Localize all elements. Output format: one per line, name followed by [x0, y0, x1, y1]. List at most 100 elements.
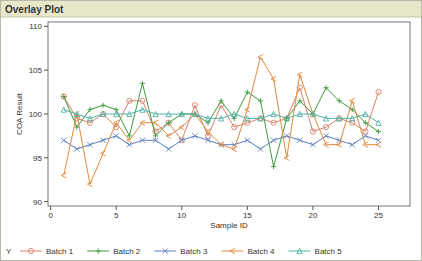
plot-frame — [48, 22, 410, 206]
data-point — [350, 116, 355, 121]
legend-marker — [28, 248, 33, 253]
data-point — [297, 72, 302, 77]
x-tick — [247, 206, 248, 210]
legend-marker — [297, 248, 302, 253]
x-tick-label: 15 — [243, 211, 252, 220]
legend-marker — [163, 248, 168, 253]
data-point — [61, 94, 66, 99]
data-point — [114, 120, 119, 125]
data-point — [61, 94, 66, 99]
data-point — [205, 116, 210, 121]
x-tick-label: 20 — [308, 211, 317, 220]
panel — [1, 1, 422, 261]
series-line — [64, 83, 379, 166]
series-line — [64, 57, 379, 184]
chart: Overlay Plot90951001051100510152025Sampl… — [0, 0, 422, 261]
header-rule — [1, 17, 421, 18]
x-tick — [50, 206, 51, 210]
legend-swatch — [221, 251, 243, 252]
x-tick-label: 0 — [48, 211, 53, 220]
data-point — [74, 146, 79, 151]
data-point — [87, 181, 92, 186]
x-tick-label: 25 — [374, 211, 383, 220]
data-point — [258, 116, 263, 121]
data-point — [258, 54, 263, 59]
data-point — [245, 138, 250, 143]
data-group — [61, 54, 381, 186]
series-line — [64, 136, 379, 149]
x-tick — [181, 206, 182, 210]
data-point — [297, 98, 302, 103]
data-point — [323, 125, 328, 130]
data-point — [376, 120, 381, 125]
data-point — [310, 129, 315, 134]
y-tick-label: 100 — [29, 110, 43, 119]
data-point — [363, 142, 368, 147]
data-point — [114, 111, 119, 116]
header — [1, 1, 421, 17]
data-point — [166, 120, 171, 125]
data-point — [205, 129, 210, 134]
title: Overlay Plot — [5, 4, 64, 15]
data-point — [179, 125, 184, 130]
data-point — [87, 107, 92, 112]
data-point — [284, 155, 289, 160]
y-tick-label: 105 — [29, 66, 43, 75]
data-point — [192, 103, 197, 108]
data-point — [140, 107, 145, 112]
legend-label: Batch 2 — [113, 247, 141, 256]
data-point — [100, 111, 105, 116]
data-point — [219, 116, 224, 121]
data-point — [61, 173, 66, 178]
data-point — [245, 107, 250, 112]
data-point — [363, 129, 368, 134]
data-point — [232, 146, 237, 151]
data-point — [350, 98, 355, 103]
data-point — [61, 138, 66, 143]
y-tick — [44, 157, 48, 158]
data-point — [205, 138, 210, 143]
data-point — [140, 138, 145, 143]
data-point — [271, 111, 276, 116]
data-point — [337, 142, 342, 147]
data-point — [74, 111, 79, 116]
data-point — [258, 98, 263, 103]
series-line — [64, 110, 379, 123]
data-point — [376, 129, 381, 134]
data-point — [153, 138, 158, 143]
data-point — [245, 89, 250, 94]
data-point — [323, 142, 328, 147]
x-tick-label: 10 — [177, 211, 186, 220]
data-point — [297, 111, 302, 116]
legend-marker — [96, 248, 101, 253]
data-point — [140, 120, 145, 125]
data-point — [166, 111, 171, 116]
x-tick-label: 5 — [114, 211, 119, 220]
x-tick — [312, 206, 313, 210]
data-point — [310, 142, 315, 147]
data-point — [350, 142, 355, 147]
data-point — [153, 120, 158, 125]
y-tick — [44, 26, 48, 27]
y-tick — [44, 114, 48, 115]
series-line — [64, 88, 379, 141]
data-point — [140, 81, 145, 86]
x-tick — [378, 206, 379, 210]
data-point — [271, 138, 276, 143]
legend-swatch — [289, 251, 311, 252]
data-point — [258, 146, 263, 151]
legend-title: Y — [6, 247, 12, 256]
data-point — [323, 116, 328, 121]
y-tick — [44, 70, 48, 71]
data-point — [363, 120, 368, 125]
data-point — [127, 111, 132, 116]
data-point — [179, 111, 184, 116]
data-point — [271, 76, 276, 81]
legend-swatch — [20, 251, 42, 252]
data-point — [166, 146, 171, 151]
data-point — [61, 107, 66, 112]
legend-label: Batch 3 — [180, 247, 208, 256]
x-axis-label: Sample ID — [210, 221, 248, 230]
data-point — [179, 138, 184, 143]
data-point — [166, 133, 171, 138]
